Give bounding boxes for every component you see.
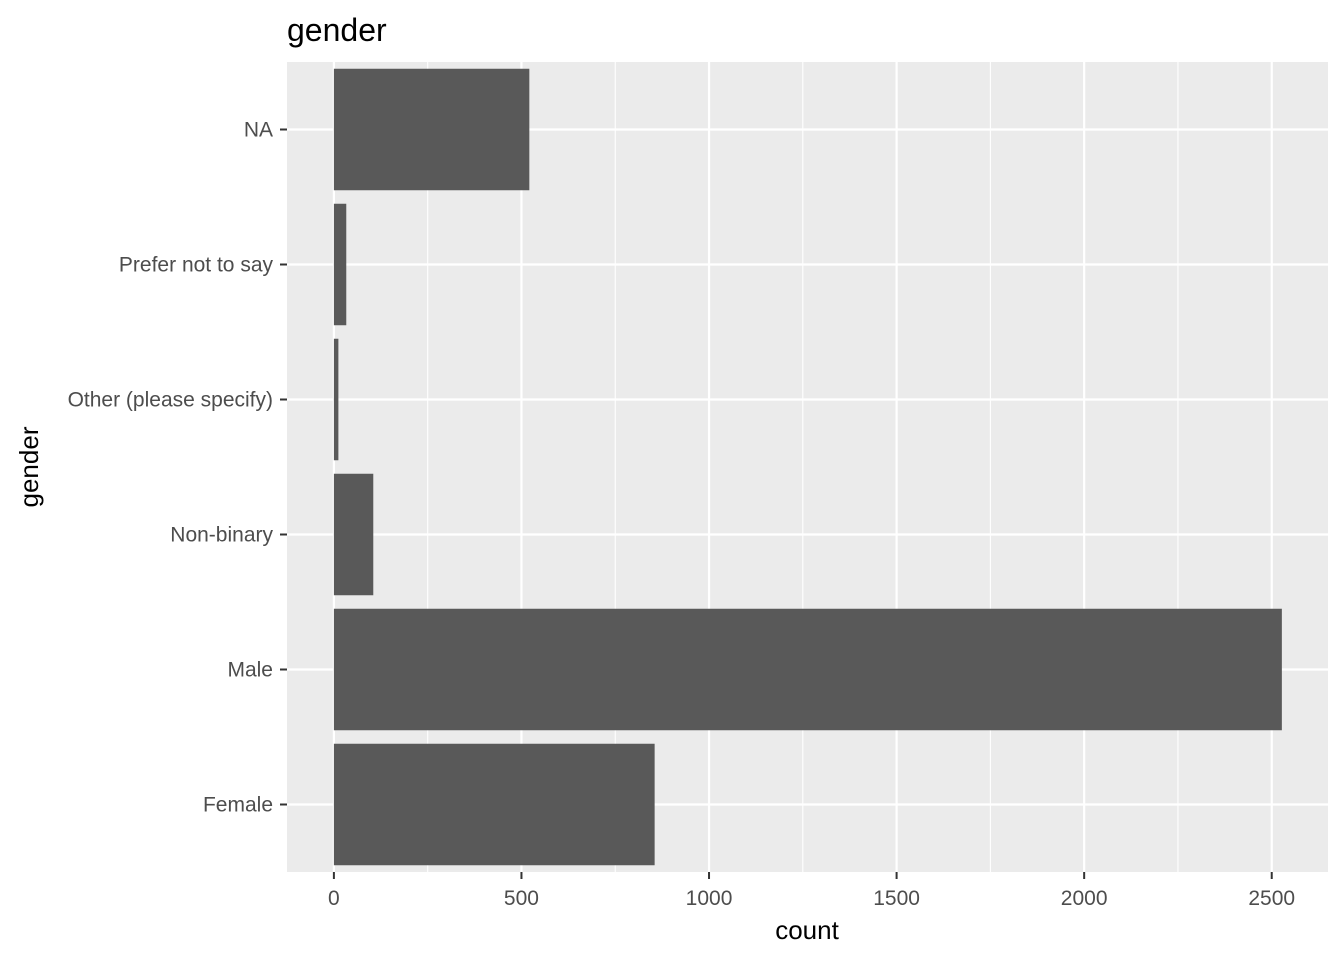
- y-tick-label: NA: [244, 119, 273, 142]
- y-tick-label: Male: [227, 659, 273, 682]
- y-axis-title: gender: [14, 426, 44, 507]
- x-tick-label: 1500: [873, 887, 920, 910]
- bar-male: [333, 608, 1282, 731]
- bars: [333, 68, 1282, 866]
- y-tick-label: Non-binary: [170, 524, 273, 547]
- plot-panel: [287, 62, 1328, 872]
- y-axis: Female Male Non-binary Other (please specif…: [68, 119, 287, 817]
- y-tick-label: Prefer not to say: [119, 254, 274, 277]
- bar-non-binary: [333, 473, 374, 596]
- x-tick-label: 2500: [1248, 887, 1295, 910]
- minor-gridlines: [427, 62, 1179, 872]
- x-tick-label: 500: [504, 887, 539, 910]
- bar-other-please-specify: [333, 338, 339, 461]
- chart-title: gender: [287, 12, 387, 48]
- major-gridlines: [287, 62, 1328, 872]
- bar-prefer-not-to-say: [333, 203, 347, 326]
- y-tick-label: Female: [203, 794, 273, 817]
- x-tick-label: 2000: [1061, 887, 1108, 910]
- x-axis-title: count: [775, 915, 839, 945]
- y-tick-label: Other (please specify): [68, 389, 273, 412]
- bar-na: [333, 68, 530, 191]
- bar-female: [333, 743, 655, 866]
- x-tick-label: 1000: [686, 887, 733, 910]
- x-tick-label: 0: [328, 887, 340, 910]
- x-axis: 0 500 1000 1500 2000 2500: [328, 872, 1295, 910]
